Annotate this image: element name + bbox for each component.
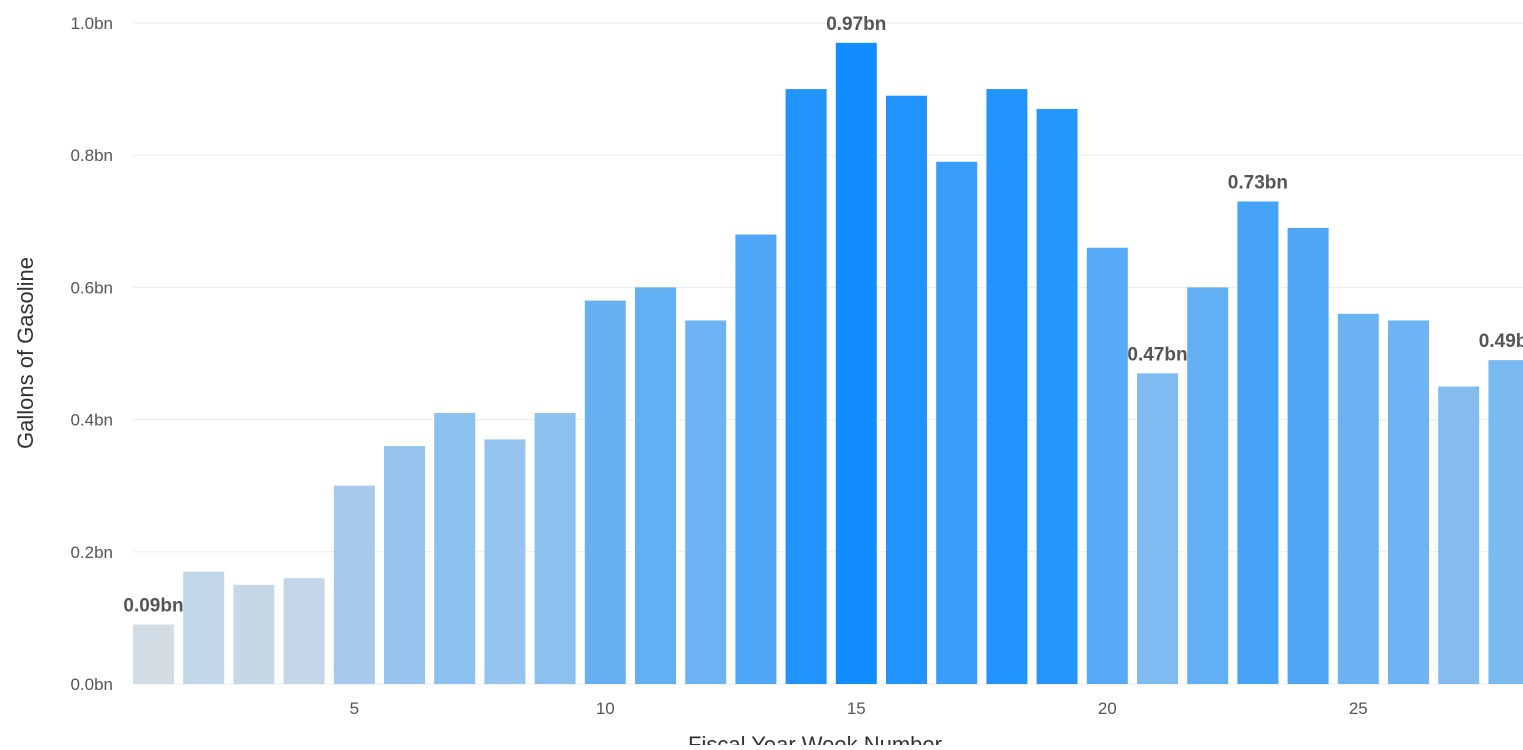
bar[interactable] bbox=[1337, 313, 1379, 684]
data-label: 0.73bn bbox=[1228, 172, 1288, 193]
bar[interactable] bbox=[735, 234, 777, 684]
x-tick-label: 10 bbox=[596, 699, 615, 718]
bar[interactable] bbox=[484, 439, 526, 684]
x-tick-label: 20 bbox=[1098, 699, 1117, 718]
data-label: 0.09bn bbox=[123, 596, 183, 617]
bar[interactable] bbox=[685, 320, 727, 684]
data-label: 0.97bn bbox=[826, 14, 886, 35]
y-tick-label: 0.6bn bbox=[70, 278, 113, 297]
bar[interactable] bbox=[785, 89, 827, 685]
y-tick-label: 0.0bn bbox=[70, 675, 113, 694]
bar[interactable] bbox=[233, 584, 275, 684]
y-tick-label: 1.0bn bbox=[70, 14, 113, 33]
bar[interactable] bbox=[1287, 227, 1329, 684]
bar[interactable] bbox=[333, 485, 375, 684]
y-axis-title: Gallons of Gasoline bbox=[13, 257, 38, 449]
bar[interactable] bbox=[1388, 320, 1429, 684]
bar[interactable] bbox=[986, 89, 1028, 685]
data-labels: 0.09bn 0.97bn 0.47bn 0.73bn 0.49bn bbox=[123, 14, 1523, 617]
x-tick-label: 5 bbox=[350, 699, 359, 718]
bar[interactable] bbox=[283, 578, 325, 684]
bar[interactable] bbox=[635, 287, 676, 684]
data-label: 0.47bn bbox=[1127, 344, 1187, 365]
bar[interactable] bbox=[1237, 201, 1279, 684]
y-tick-label: 0.4bn bbox=[70, 411, 113, 430]
y-axis-ticks: 0.0bn 0.2bn 0.4bn 0.6bn 0.8bn 1.0bn bbox=[70, 14, 113, 694]
bar[interactable] bbox=[584, 300, 626, 684]
bar[interactable] bbox=[534, 412, 576, 684]
bar[interactable] bbox=[886, 95, 927, 684]
bar[interactable] bbox=[1438, 386, 1480, 684]
bar[interactable] bbox=[1187, 287, 1229, 684]
bar[interactable] bbox=[434, 412, 476, 684]
bar[interactable] bbox=[1036, 108, 1078, 685]
x-axis-title: Fiscal Year Week Number bbox=[688, 732, 942, 745]
x-tick-label: 25 bbox=[1349, 699, 1368, 718]
bar[interactable] bbox=[1086, 247, 1128, 685]
bar[interactable] bbox=[183, 571, 225, 684]
y-tick-label: 0.8bn bbox=[70, 146, 113, 165]
bar[interactable] bbox=[1137, 373, 1178, 684]
y-tick-label: 0.2bn bbox=[70, 543, 113, 562]
bars bbox=[133, 42, 1523, 685]
bar[interactable] bbox=[384, 446, 425, 684]
x-axis-ticks: 5 10 15 20 25 bbox=[350, 699, 1368, 718]
bar[interactable] bbox=[835, 42, 877, 684]
x-tick-label: 15 bbox=[847, 699, 866, 718]
data-label: 0.49bn bbox=[1479, 331, 1523, 352]
bar[interactable] bbox=[1488, 360, 1523, 684]
bar[interactable] bbox=[133, 624, 174, 684]
bar[interactable] bbox=[936, 161, 978, 684]
